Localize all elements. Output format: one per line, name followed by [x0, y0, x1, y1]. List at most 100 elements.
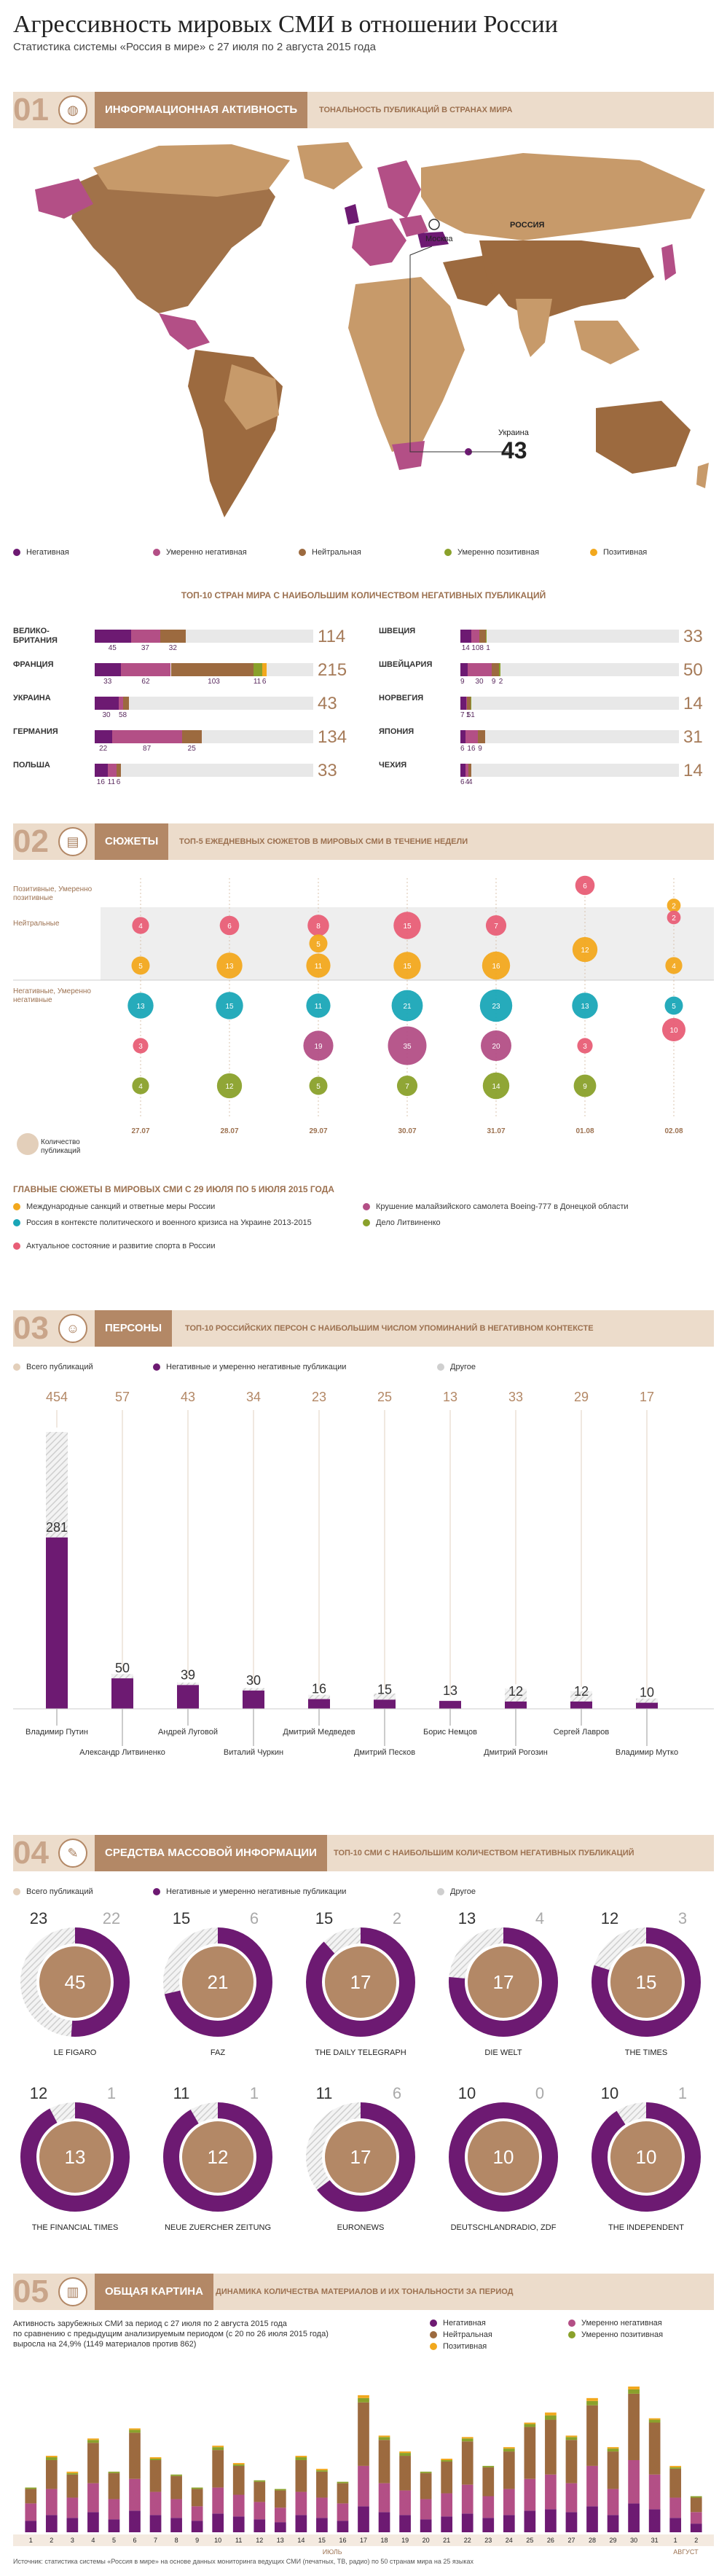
- person-negative-bar: [636, 1702, 658, 1709]
- map-india: [516, 299, 552, 357]
- overview-text: Активность зарубежных СМИ за период с 27…: [13, 2319, 348, 2349]
- stories-bubble-chart: 4 6 8 5 15 7 6 12 2 2 5 13 11 15 16 4 13 15 11 21 23 13 5 10 3 19…: [13, 875, 714, 1155]
- country-total: 14: [683, 694, 703, 713]
- media-donut-negative: [20, 1927, 130, 2037]
- media-negative-value: 17: [350, 1971, 372, 1993]
- country-bar-segment: [121, 663, 171, 676]
- media-donut-center: [468, 1946, 539, 2018]
- map-greenland: [297, 142, 363, 189]
- overview-bar-segment: [108, 2519, 120, 2532]
- map-australia: [596, 401, 691, 474]
- person-negative-value: 10: [640, 1686, 654, 1700]
- map-eastern-europe: [399, 215, 428, 237]
- pen-icon: ✎: [58, 1839, 87, 1868]
- country-bar-segment: [465, 697, 467, 710]
- tone-legend: Негативная Умеренно негативная Нейтральн…: [13, 548, 714, 563]
- media-name: THE FINANCIAL TIMES: [32, 2223, 119, 2232]
- media-donut-center: [39, 1946, 111, 2018]
- overview-bar-segment: [170, 2474, 182, 2476]
- overview-bar-segment: [129, 2430, 141, 2433]
- person-other-bar: [111, 1674, 133, 1679]
- media-name: THE TIMES: [625, 2048, 667, 2057]
- country-row: Германия 22 87 25 134: [13, 727, 348, 759]
- country-segment-label: 32: [168, 644, 177, 652]
- overview-bar-segment: [378, 2435, 390, 2438]
- moscow-pin-icon: [428, 219, 440, 230]
- country-bar-segment: [498, 663, 500, 676]
- person-negative-bar: [439, 1701, 461, 1709]
- overview-bar-segment: [274, 2522, 286, 2532]
- story-bubble-value: 12: [225, 1083, 234, 1091]
- country-total: 14: [683, 761, 703, 780]
- overview-bar-segment: [690, 2512, 702, 2524]
- country-bar-track: 14 10 8 1: [460, 630, 679, 652]
- overview-bar-segment: [170, 2475, 182, 2499]
- person-total: 23: [312, 1390, 326, 1404]
- overview-bar-segment: [441, 2459, 453, 2462]
- media-negative-value: 12: [208, 2146, 229, 2168]
- story-bubble-value: 23: [492, 1003, 500, 1011]
- overview-tick-label: 19: [401, 2537, 409, 2544]
- legend-item-negative: Негативные и умеренно негативные публика…: [153, 1363, 346, 1371]
- person-name: Дмитрий Медведев: [283, 1728, 355, 1737]
- country-bar-segment: [112, 730, 182, 743]
- media-name: NEUE ZUERCHER ZEITUNG: [165, 2223, 271, 2232]
- country-segment-label: 33: [103, 678, 112, 686]
- legend-dot: [13, 1242, 20, 1250]
- country-segment-label: 30: [475, 678, 484, 686]
- map-southeast-asia: [574, 321, 640, 364]
- media-donut-center: [182, 1946, 254, 2018]
- person-total: 454: [46, 1390, 68, 1404]
- country-name: Велико-британия: [13, 627, 58, 645]
- person-total: 13: [443, 1390, 457, 1404]
- media-other-right: 6: [250, 1909, 259, 1927]
- overview-bar-segment: [628, 2393, 640, 2460]
- media-other-right: 6: [393, 2084, 401, 2102]
- story-bubble-value: 12: [581, 947, 589, 955]
- topic-legend-item: Крушение малайзийского самолета Boeing-7…: [363, 1202, 683, 1212]
- overview-bar-segment: [503, 2447, 515, 2449]
- legend-dot: [153, 549, 160, 557]
- story-bubble: [572, 993, 598, 1019]
- story-bubble-value: 20: [492, 1043, 500, 1051]
- row-label-positive: Позитивные, Умеренно позитивные: [13, 885, 93, 902]
- overview-tick-label: 6: [133, 2537, 136, 2544]
- media-donut-negative: [449, 1927, 558, 2037]
- overview-bar-segment: [441, 2461, 453, 2494]
- overview-bar-segment: [295, 2515, 307, 2532]
- story-bubble: [482, 951, 511, 980]
- story-bubble: [481, 1030, 511, 1061]
- overview-bar-segment: [87, 2438, 99, 2440]
- country-bar-track: 9 30 9 2: [460, 663, 679, 686]
- country-bar-segment: [466, 697, 471, 710]
- media-donut-charts: 45 23 22 LE FIGARO 21 15 6 FAZ 17 15 2 THE DAILY TE…: [20, 1909, 701, 2232]
- legend-item-moderate-positive: Умеренно позитивная: [444, 548, 539, 557]
- row-label-neutral: Нейтральные: [13, 920, 60, 928]
- overview-bar-segment: [149, 2457, 162, 2459]
- story-bubble: [216, 1073, 243, 1099]
- ukraine-callout-line: [409, 246, 468, 453]
- overview-bar-segment: [191, 2521, 203, 2532]
- person-other-bar: [636, 1698, 658, 1703]
- media-donuts: 45 23 22 LE FIGARO 21 15 6 FAZ 17 15 2 THE DAILY TE…: [20, 1909, 701, 2232]
- overview-tick-label: 29: [610, 2537, 617, 2544]
- country-segment-label: 11: [253, 678, 262, 686]
- overview-bar-segment: [461, 2438, 473, 2442]
- person-negative-bar: [111, 1678, 133, 1709]
- legend-label: Умеренно позитивная: [457, 548, 540, 557]
- country-segment-label: 9: [478, 745, 482, 753]
- country-name: Польша: [13, 761, 50, 770]
- overview-bar-segment: [399, 2453, 411, 2456]
- media-negative-value: 15: [636, 1971, 657, 1993]
- story-bubble-value: 13: [581, 1003, 589, 1011]
- country-segment-label: 1: [486, 644, 490, 652]
- legend-label: Позитивная: [603, 548, 648, 557]
- country-total: 33: [683, 627, 703, 646]
- country-segment-label: 6: [460, 778, 465, 786]
- media-other-right: 1: [250, 2084, 259, 2102]
- media-total-left: 11: [173, 2084, 190, 2102]
- map-scandinavia: [377, 160, 421, 219]
- story-bubble: [309, 1076, 328, 1095]
- country-segment-label: 45: [108, 644, 117, 652]
